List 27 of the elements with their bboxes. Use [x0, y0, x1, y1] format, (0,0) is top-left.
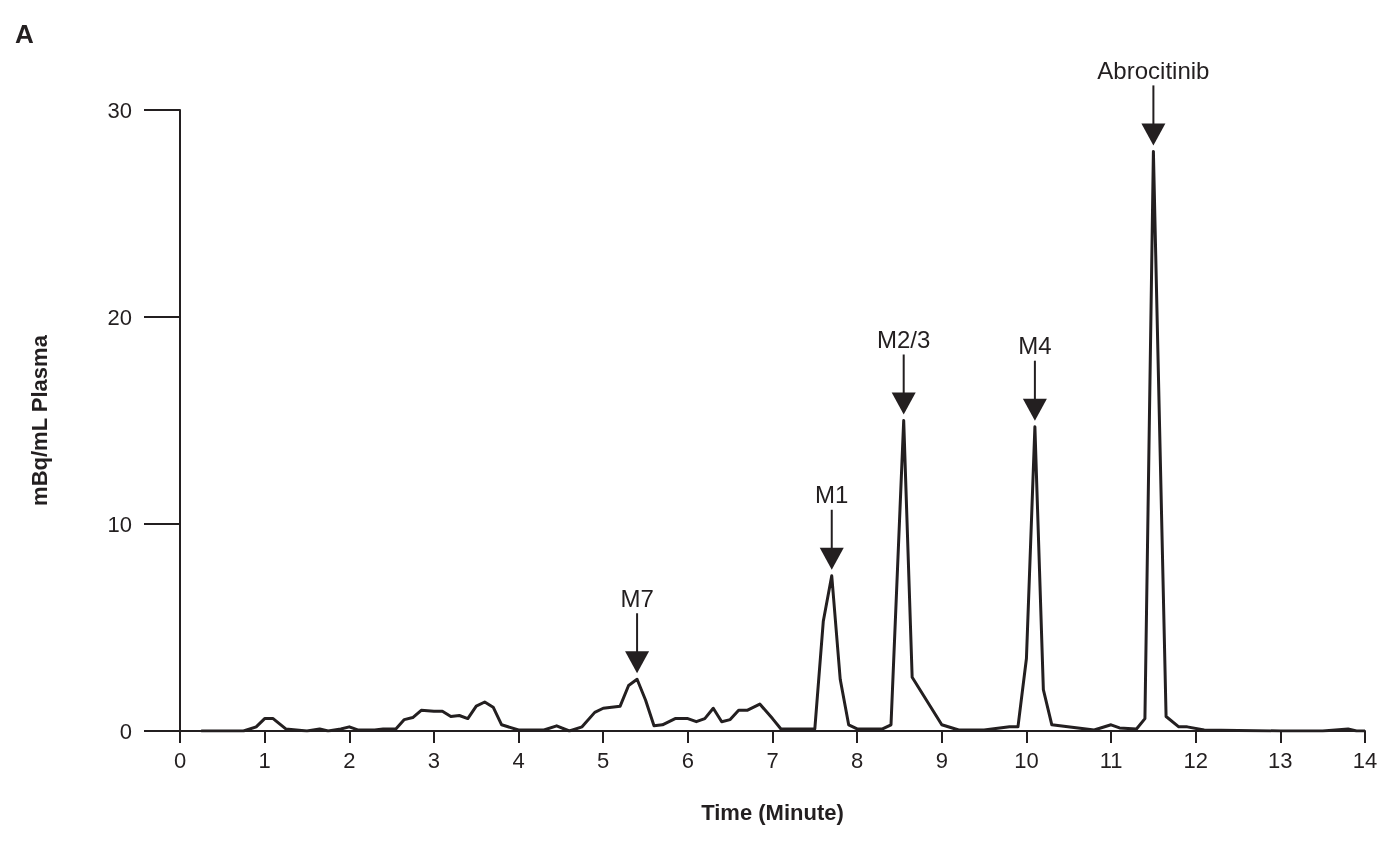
x-tick-label: 2 — [343, 747, 356, 773]
x-tick-label: 5 — [597, 747, 610, 773]
x-tick-label: 11 — [1099, 747, 1123, 773]
x-tick-label: 10 — [1014, 747, 1039, 773]
x-tick-label: 9 — [935, 747, 948, 773]
annotation: M2/3 — [877, 326, 931, 353]
x-tick-label: 7 — [766, 747, 779, 773]
annotation: M1 — [815, 481, 849, 509]
annotation: M7 — [620, 584, 654, 612]
annotation: M4 — [1018, 332, 1052, 360]
x-tick-label: 1 — [258, 747, 271, 773]
x-tick-label: 13 — [1268, 747, 1293, 773]
x-tick-label: 8 — [851, 747, 864, 773]
x-axis-title: Time (Minute) — [701, 799, 844, 825]
x-tick-label: 3 — [427, 747, 441, 773]
x-tick-label: 14 — [1352, 747, 1378, 773]
y-axis-title: mBq/mL Plasma — [26, 334, 52, 506]
x-tick-label: 12 — [1183, 747, 1208, 773]
annotation: Abrocitinib — [1097, 56, 1210, 84]
x-tick-label: 0 — [173, 747, 187, 773]
x-tick-label: 4 — [512, 747, 525, 773]
y-tick-label: 0 — [119, 718, 132, 744]
y-tick-label: 20 — [107, 304, 132, 330]
chart-title: A — [15, 19, 34, 49]
y-tick-label: 10 — [107, 511, 132, 537]
y-tick-label: 30 — [107, 97, 132, 123]
x-tick-label: 6 — [681, 747, 694, 773]
